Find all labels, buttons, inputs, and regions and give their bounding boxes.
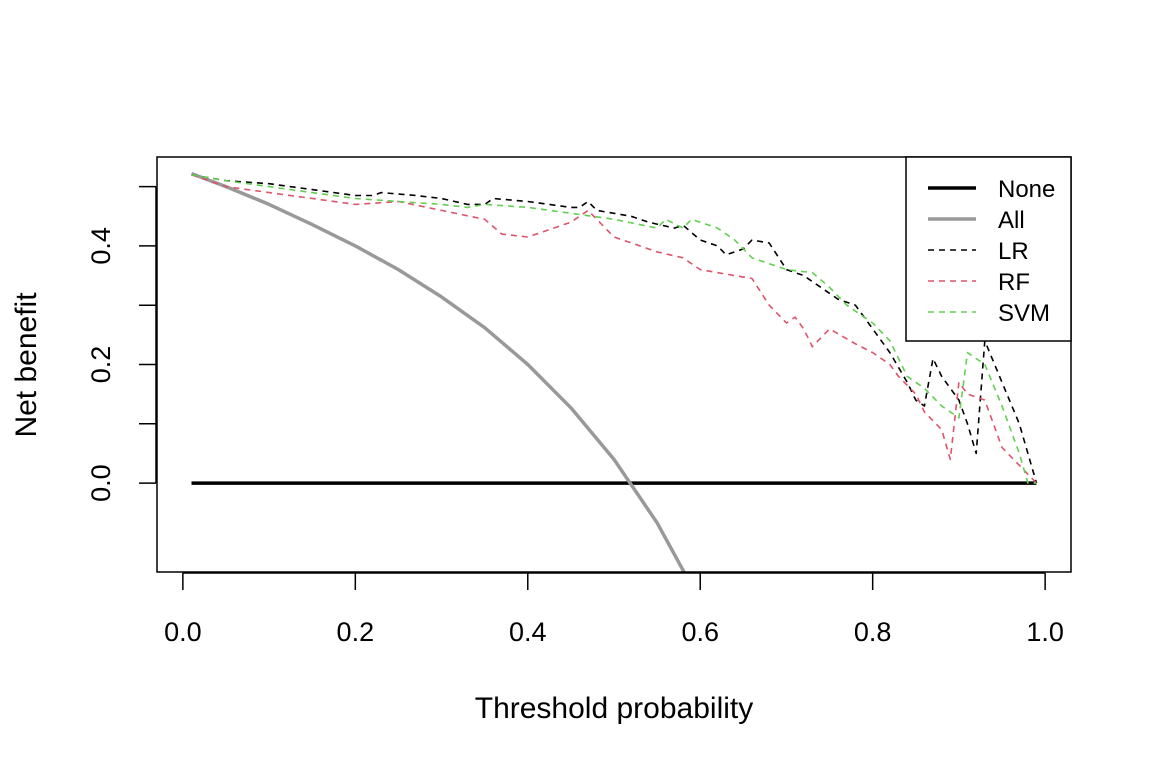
legend-label-svm: SVM [998,300,1050,327]
x-tick-label: 0.8 [854,617,892,647]
legend-label-rf: RF [998,269,1030,296]
legend-label-lr: LR [998,238,1029,265]
plot-frame [156,156,1072,573]
series-lines [190,171,1038,572]
x-axis: 0.0 0.2 0.4 0.6 0.8 1.0 [164,572,1064,647]
y-axis: 0.0 0.2 0.4 [86,185,157,502]
x-tick-label: 1.0 [1026,617,1064,647]
series-line-all [190,171,687,572]
x-tick-label: 0.2 [337,617,375,647]
legend-label-all: All [998,207,1025,234]
legend-label-none: None [998,176,1055,203]
x-axis-title: Threshold probability [475,692,753,725]
y-tick-label: 0.2 [86,346,116,384]
x-tick-label: 0.0 [164,617,202,647]
y-tick-label: 0.4 [86,227,116,265]
legend-box [905,156,1072,342]
series-line-lr [191,174,1038,484]
series-line-svm [191,174,1037,484]
x-tick-label: 0.6 [681,617,719,647]
legend: None All LR RF SVM [905,156,1072,342]
y-tick-label: 0.0 [86,464,116,502]
series-line-rf [191,174,1038,484]
x-tick-label: 0.4 [509,617,547,647]
y-axis-title: Net benefit [10,292,43,438]
